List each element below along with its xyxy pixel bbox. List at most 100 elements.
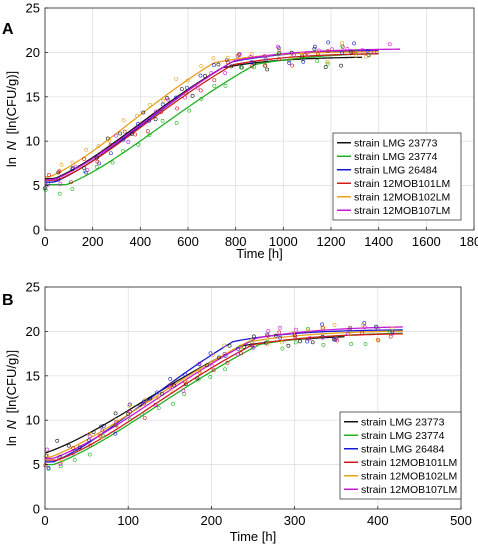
data-point	[174, 77, 179, 81]
data-point	[332, 322, 337, 327]
legend-box	[332, 132, 462, 221]
data-point	[353, 53, 358, 58]
data-point	[128, 417, 133, 422]
data-point	[156, 406, 161, 410]
y-axis-label-unit-a: [ln(CFU/g)]	[4, 71, 19, 135]
y-axis-label-symbol-b: N	[4, 419, 19, 429]
y-tick-label: 10	[26, 134, 40, 149]
data-point	[273, 333, 278, 338]
data-point	[222, 352, 227, 356]
data-point	[320, 322, 325, 327]
data-point	[287, 58, 291, 63]
data-point	[184, 379, 188, 384]
data-point	[364, 54, 369, 59]
data-point	[237, 51, 241, 56]
data-point	[45, 453, 50, 458]
data-point	[96, 144, 101, 149]
data-point	[122, 129, 127, 134]
data-point	[46, 465, 51, 470]
data-point	[277, 330, 282, 335]
data-point	[365, 48, 370, 53]
data-point	[70, 160, 75, 165]
y-axis-label-symbol-a: N	[4, 140, 19, 150]
data-point	[159, 110, 163, 115]
panel-b: B 0 100 200 300 400 500 0 5 10 15 20 25 Time [h] l…	[2, 280, 472, 545]
data-point	[156, 396, 160, 401]
data-point	[43, 187, 48, 192]
data-point	[278, 325, 282, 330]
data-point	[199, 97, 204, 101]
data-point	[326, 40, 331, 45]
data-point	[55, 438, 60, 443]
plot-frame-a	[44, 7, 475, 231]
data-point	[249, 338, 254, 343]
data-point	[185, 85, 189, 90]
data-point	[277, 48, 282, 53]
data-point	[145, 129, 150, 134]
data-point	[148, 102, 152, 107]
data-point	[153, 403, 158, 408]
data-point	[211, 368, 216, 373]
x-tick-label: 1400	[364, 234, 393, 249]
data-point	[195, 376, 200, 381]
data-point	[248, 55, 253, 59]
data-point	[227, 343, 232, 348]
data-point	[203, 74, 207, 78]
data-point	[85, 168, 90, 172]
data-point	[374, 324, 378, 329]
data-point	[121, 137, 126, 142]
y-tick-label: 5	[33, 457, 40, 472]
data-point	[179, 87, 184, 91]
series-line	[45, 51, 379, 178]
data-point	[293, 334, 298, 339]
data-point	[266, 333, 270, 338]
data-point	[225, 60, 230, 65]
data-point	[71, 445, 75, 450]
data-point	[376, 326, 381, 331]
legend-entry: strain LMG 23774	[354, 151, 438, 163]
data-point	[175, 106, 179, 111]
data-point	[147, 118, 151, 123]
data-point	[346, 331, 350, 336]
data-point	[126, 140, 131, 144]
data-point	[56, 177, 61, 182]
data-point	[114, 417, 119, 422]
data-point	[184, 91, 189, 96]
data-point	[141, 110, 146, 115]
data-point	[323, 65, 328, 70]
data-point	[390, 331, 395, 336]
data-point	[210, 353, 215, 357]
y-axis-label-a: ln N [ln(CFU/g)]	[4, 71, 19, 167]
data-point	[94, 165, 99, 169]
data-point	[360, 48, 365, 52]
data-point	[340, 40, 345, 45]
data-point	[95, 155, 99, 160]
data-point	[58, 182, 63, 186]
panel-label-a: A	[2, 21, 14, 38]
data-point	[223, 367, 228, 372]
data-point	[315, 52, 320, 56]
y-axis-label-prefix-b: ln	[4, 436, 19, 446]
x-tick-label: 200	[201, 513, 223, 528]
series-line	[45, 52, 379, 186]
data-point	[107, 138, 112, 143]
data-point	[183, 95, 187, 100]
data-point	[217, 355, 221, 360]
data-point	[348, 325, 353, 330]
data-point	[77, 445, 82, 450]
series-lines-a	[45, 48, 401, 186]
data-point	[74, 164, 78, 169]
data-point	[212, 78, 217, 83]
data-point	[235, 352, 240, 357]
data-point	[375, 337, 380, 342]
plot-frame-b	[44, 286, 462, 510]
data-point	[57, 169, 62, 174]
data-point	[95, 159, 100, 164]
data-point	[388, 334, 393, 339]
data-point	[306, 326, 310, 331]
legend-entry: strain LMG 26484	[361, 444, 445, 456]
data-point	[308, 336, 313, 341]
